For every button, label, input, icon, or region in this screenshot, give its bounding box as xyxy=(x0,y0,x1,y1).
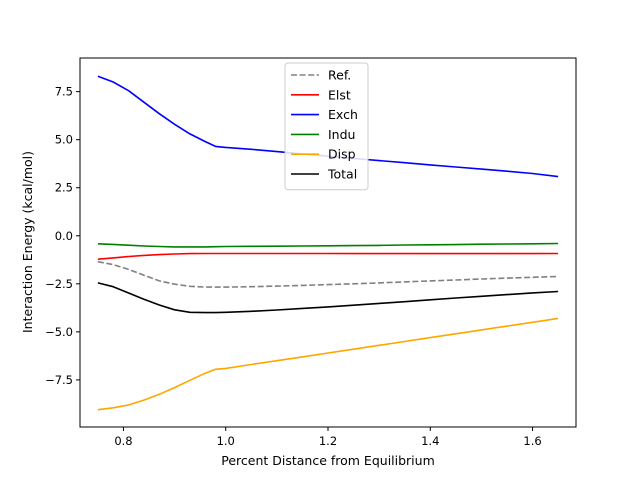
series-line-exch xyxy=(97,75,559,178)
series-line-disp xyxy=(97,317,559,411)
y-tick-label: 0.0 xyxy=(55,229,73,243)
x-axis-ticks: 0.8 1.0 1.2 1.4 1.6 xyxy=(114,427,542,448)
x-tick-label: 1.6 xyxy=(523,434,541,448)
series-line-ref xyxy=(97,260,559,288)
series-layer xyxy=(97,75,559,411)
legend: Ref. Elst Exch Indu Disp Total xyxy=(284,62,369,191)
y-tick-label: 2.5 xyxy=(55,181,73,195)
x-tick-label: 1.0 xyxy=(217,434,235,448)
x-tick-label: 1.4 xyxy=(421,434,439,448)
x-tick-label: 1.2 xyxy=(319,434,337,448)
legend-label-elst: Elst xyxy=(328,87,351,102)
y-tick-label: 7.5 xyxy=(55,85,73,99)
series-line-indu xyxy=(97,242,559,248)
legend-label-total: Total xyxy=(327,167,357,182)
x-axis-label: Percent Distance from Equilibrium xyxy=(221,453,435,468)
series-line-elst xyxy=(97,252,559,260)
legend-label-indu: Indu xyxy=(328,127,355,142)
x-tick-label: 0.8 xyxy=(114,434,132,448)
y-tick-label: −7.5 xyxy=(45,373,73,387)
y-axis-ticks: −7.5 −5.0 −2.5 0.0 2.5 5.0 7.5 xyxy=(45,85,80,387)
y-tick-label: 5.0 xyxy=(55,133,73,147)
y-tick-label: −2.5 xyxy=(45,277,73,291)
series-line-total xyxy=(97,282,559,314)
legend-label-disp: Disp xyxy=(328,147,356,162)
y-tick-label: −5.0 xyxy=(45,325,73,339)
y-axis-label: Interaction Energy (kcal/mol) xyxy=(20,151,35,333)
legend-label-ref: Ref. xyxy=(328,68,351,83)
legend-label-exch: Exch xyxy=(328,107,358,122)
